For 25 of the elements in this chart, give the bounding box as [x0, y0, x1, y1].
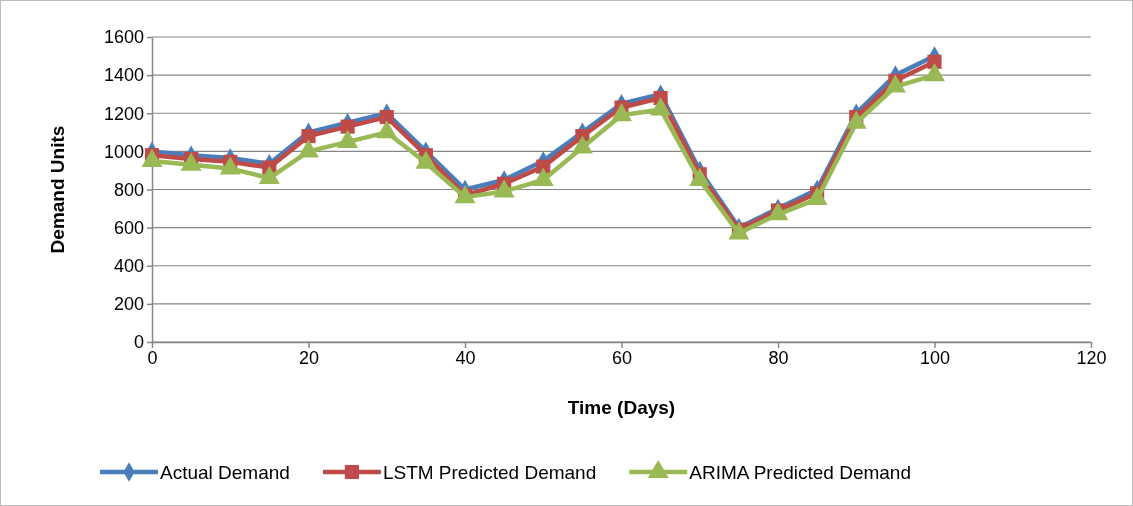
x-tick-label: 20 [298, 347, 320, 368]
y-tick-label: 600 [113, 217, 144, 238]
y-tick-label: 800 [113, 179, 144, 200]
point [340, 119, 355, 134]
y-tick-label: 0 [133, 332, 144, 353]
point [927, 54, 942, 69]
y-tick-label: 1400 [103, 65, 144, 86]
y-tick-label: 200 [113, 294, 144, 315]
x-tick-label: 40 [455, 347, 476, 368]
legend-label: ARIMA Predicted Demand [689, 462, 911, 483]
y-axis-title: Demand Units [47, 125, 68, 254]
y-tick-label: 1000 [103, 141, 144, 162]
point [301, 129, 316, 144]
x-tick-label: 80 [768, 347, 789, 368]
x-axis-title: Time (Days) [567, 397, 676, 418]
x-tick-label: 100 [919, 347, 951, 368]
y-tick-label: 1200 [103, 103, 144, 124]
y-tick-label: 1600 [103, 27, 144, 48]
legend-label: Actual Demand [160, 462, 290, 483]
x-tick-label: 120 [1076, 347, 1107, 368]
legend-label: LSTM Predicted Demand [382, 462, 597, 483]
y-tick-label: 400 [113, 256, 144, 277]
point [379, 109, 394, 125]
x-tick-label: 0 [147, 347, 158, 368]
x-tick-label: 60 [611, 347, 633, 368]
